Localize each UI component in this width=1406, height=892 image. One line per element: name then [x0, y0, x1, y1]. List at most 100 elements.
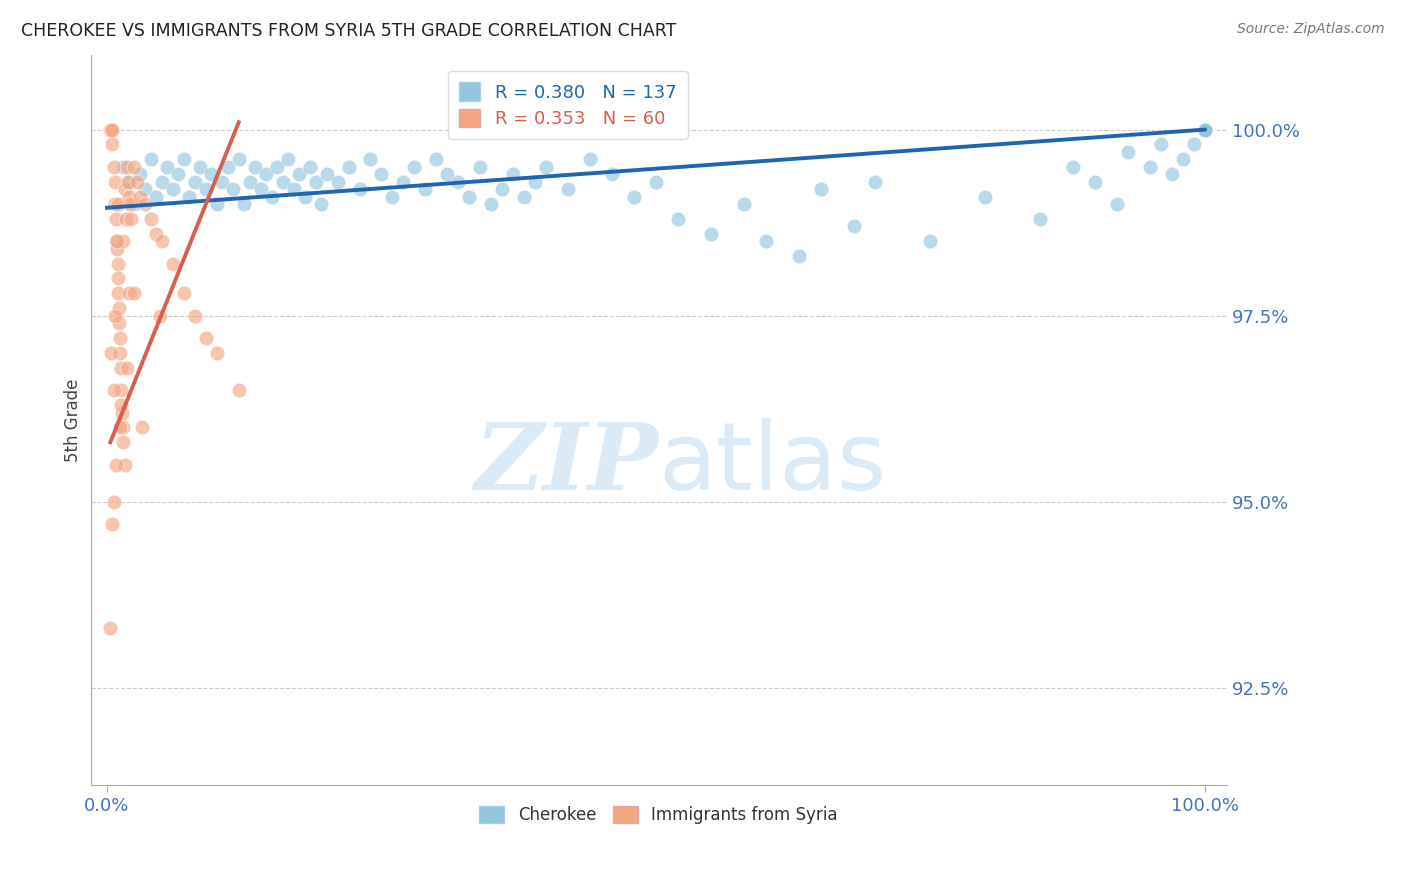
Point — [315, 167, 337, 181]
Point — [217, 160, 239, 174]
Point — [1194, 122, 1216, 136]
Point — [98, 621, 121, 635]
Point — [1194, 122, 1216, 136]
Point — [118, 175, 141, 189]
Point — [1194, 122, 1216, 136]
Point — [1171, 153, 1194, 167]
Point — [108, 316, 131, 330]
Point — [101, 517, 124, 532]
Point — [188, 160, 211, 174]
Point — [299, 160, 322, 174]
Point — [1194, 122, 1216, 136]
Point — [114, 458, 136, 472]
Point — [104, 458, 127, 472]
Point — [1105, 197, 1128, 211]
Point — [139, 153, 162, 167]
Point — [120, 197, 142, 211]
Point — [222, 182, 245, 196]
Point — [103, 495, 125, 509]
Point — [1194, 122, 1216, 136]
Point — [436, 167, 458, 181]
Point — [1194, 122, 1216, 136]
Point — [359, 153, 381, 167]
Point — [1194, 122, 1216, 136]
Point — [228, 383, 250, 397]
Point — [125, 175, 148, 189]
Point — [167, 167, 190, 181]
Point — [1194, 122, 1216, 136]
Point — [120, 211, 142, 226]
Point — [1194, 122, 1216, 136]
Point — [1160, 167, 1182, 181]
Point — [1194, 122, 1216, 136]
Point — [162, 182, 184, 196]
Point — [108, 301, 131, 316]
Point — [118, 189, 141, 203]
Text: ZIP: ZIP — [474, 418, 658, 508]
Point — [100, 122, 122, 136]
Point — [1194, 122, 1216, 136]
Point — [1194, 122, 1216, 136]
Point — [974, 189, 997, 203]
Point — [110, 398, 132, 412]
Point — [107, 257, 129, 271]
Point — [1194, 122, 1216, 136]
Point — [205, 197, 228, 211]
Point — [283, 182, 305, 196]
Point — [277, 153, 299, 167]
Point — [107, 197, 129, 211]
Point — [479, 197, 502, 211]
Point — [1194, 122, 1216, 136]
Point — [557, 182, 579, 196]
Point — [1182, 137, 1205, 152]
Point — [1194, 122, 1216, 136]
Point — [1194, 122, 1216, 136]
Point — [865, 175, 887, 189]
Point — [100, 346, 122, 360]
Point — [245, 160, 267, 174]
Point — [425, 153, 447, 167]
Point — [623, 189, 645, 203]
Point — [491, 182, 513, 196]
Point — [233, 197, 256, 211]
Point — [145, 189, 167, 203]
Point — [1194, 122, 1216, 136]
Point — [1194, 122, 1216, 136]
Point — [1194, 122, 1216, 136]
Point — [150, 234, 173, 248]
Point — [104, 197, 127, 211]
Point — [1139, 160, 1161, 174]
Point — [534, 160, 557, 174]
Point — [1194, 122, 1216, 136]
Point — [1194, 122, 1216, 136]
Point — [107, 286, 129, 301]
Point — [1194, 122, 1216, 136]
Point — [110, 383, 132, 397]
Point — [112, 435, 135, 450]
Point — [392, 175, 415, 189]
Point — [107, 271, 129, 285]
Point — [294, 189, 316, 203]
Point — [112, 234, 135, 248]
Point — [104, 175, 127, 189]
Point — [179, 189, 201, 203]
Point — [1116, 145, 1139, 159]
Point — [131, 420, 153, 434]
Point — [309, 197, 332, 211]
Point — [1150, 137, 1173, 152]
Point — [1194, 122, 1216, 136]
Point — [337, 160, 360, 174]
Point — [110, 360, 132, 375]
Point — [254, 167, 277, 181]
Point — [920, 234, 942, 248]
Point — [200, 167, 222, 181]
Point — [1194, 122, 1216, 136]
Point — [104, 211, 127, 226]
Point — [579, 153, 602, 167]
Point — [108, 346, 131, 360]
Point — [211, 175, 233, 189]
Point — [134, 182, 156, 196]
Point — [1194, 122, 1216, 136]
Point — [260, 189, 283, 203]
Point — [1084, 175, 1107, 189]
